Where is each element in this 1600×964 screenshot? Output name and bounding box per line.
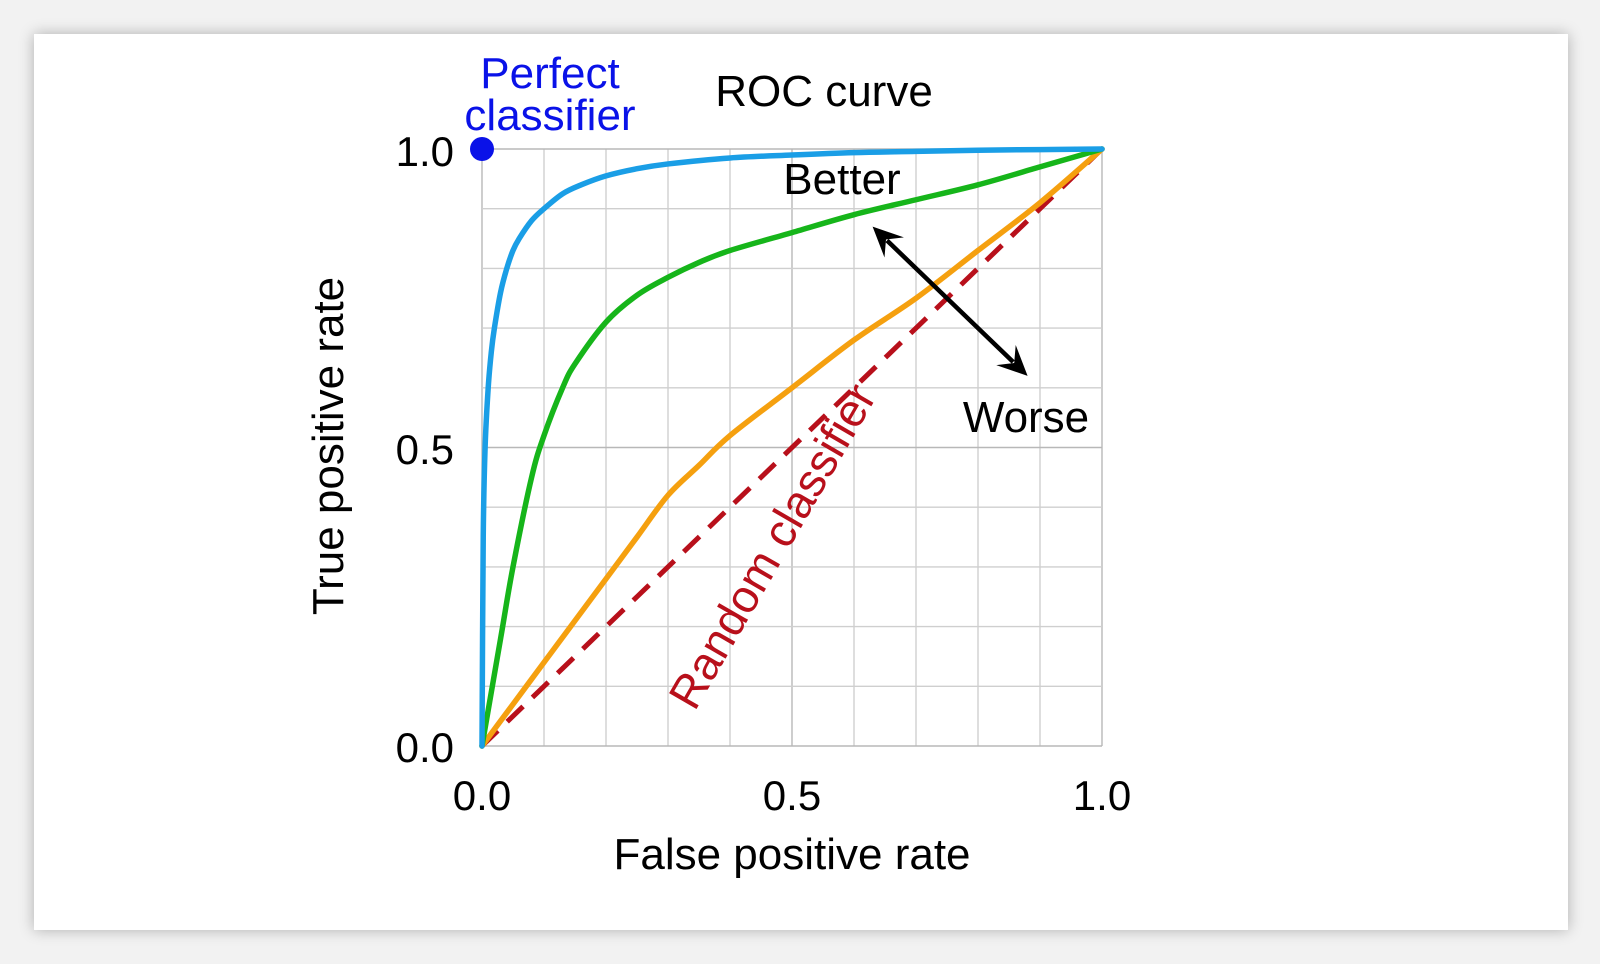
chart-card: ROC curve Perfect classifier Better Wors… bbox=[34, 34, 1568, 930]
x-axis-label: False positive rate bbox=[613, 830, 970, 879]
series-line bbox=[479, 146, 1105, 749]
roc-chart: ROC curve Perfect classifier Better Wors… bbox=[304, 49, 1131, 879]
points-group bbox=[470, 137, 494, 161]
x-tick-label: 0.0 bbox=[453, 772, 511, 819]
arrow-group bbox=[872, 226, 1028, 376]
y-tick-label: 0.0 bbox=[396, 724, 454, 771]
series-line bbox=[479, 146, 1105, 749]
arrowhead-worse bbox=[996, 344, 1028, 376]
y-tick-label: 1.0 bbox=[396, 128, 454, 175]
better-label: Better bbox=[783, 155, 900, 204]
series-line-dashed bbox=[480, 147, 1104, 748]
perfect-classifier-point bbox=[470, 137, 494, 161]
perfect-classifier-label-line2: classifier bbox=[464, 91, 635, 140]
worse-label: Worse bbox=[963, 393, 1089, 442]
series-group bbox=[479, 146, 1105, 749]
y-axis-label: True positive rate bbox=[304, 277, 353, 615]
y-tick-label: 0.5 bbox=[396, 426, 454, 473]
perfect-classifier-label-line1: Perfect bbox=[480, 49, 619, 98]
series-line bbox=[479, 146, 1105, 749]
arrowhead-better bbox=[872, 226, 904, 258]
x-tick-label: 1.0 bbox=[1073, 772, 1131, 819]
chart-title: ROC curve bbox=[715, 67, 933, 116]
x-tick-label: 0.5 bbox=[763, 772, 821, 819]
better-worse-arrow-shaft bbox=[885, 238, 1015, 364]
